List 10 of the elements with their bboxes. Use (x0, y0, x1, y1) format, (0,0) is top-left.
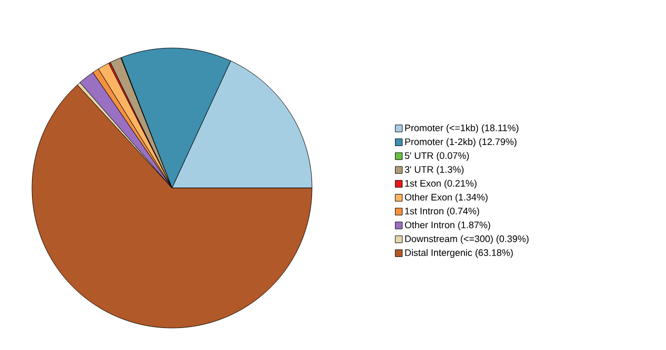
legend-label: 3' UTR (1.3%) (404, 166, 464, 175)
legend-label: Promoter (<=1kb) (18.11%) (405, 124, 518, 134)
legend-label: Other Exon (1.34%) (404, 194, 488, 202)
legend-label: 5' UTR (0.07%) (404, 152, 469, 161)
legend-label: Downstream (<=300) (0.39%) (405, 235, 529, 244)
legend-label: 1st Exon (0.21%) (405, 180, 476, 189)
legend-label: Other Intron (1.87%) (404, 221, 490, 230)
legend-label: 1st Intron (0.74%) (405, 207, 480, 216)
legend-label: Promoter (1-2kb) (12.79%) (405, 138, 516, 147)
legend-label: Distal Intergenic (63.18%) (405, 249, 513, 258)
